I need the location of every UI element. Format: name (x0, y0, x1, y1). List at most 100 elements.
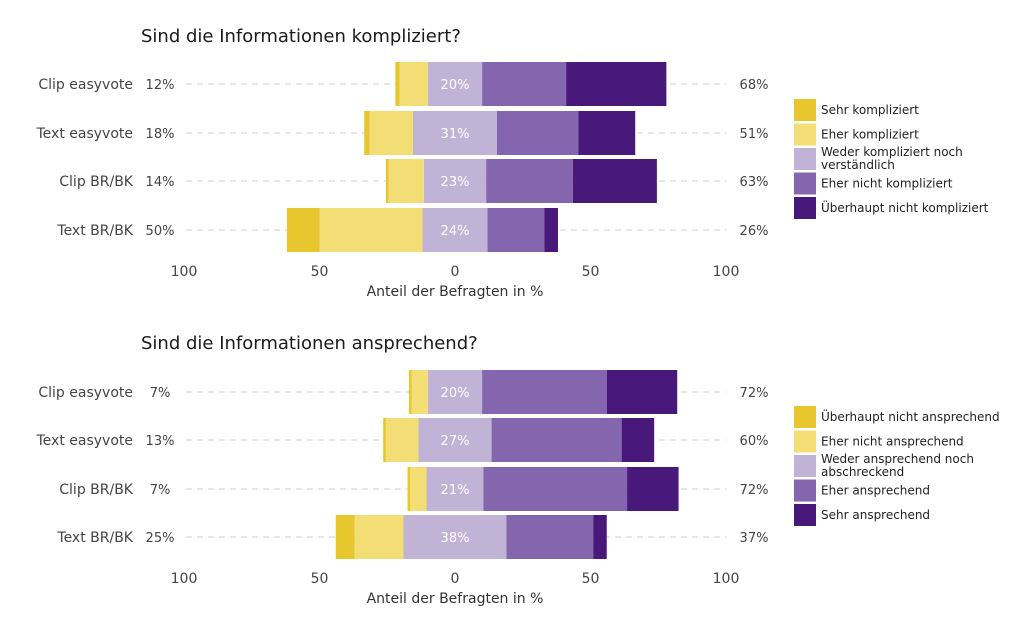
chart1-legend-label-weder-kompliziert-noch-verstaendlich: Weder kompliziert noch verständlich (821, 145, 963, 172)
chart1-bar-text-easyvote-ueberhaupt-nicht-kompliziert (578, 111, 636, 155)
chart2-bar-text-br-bk-eher-ansprechend (506, 515, 594, 559)
chart1-category-label-text-easyvote: Text easyvote (36, 126, 134, 142)
chart2-bar-clip-easyvote-eher-nicht-ansprechend (411, 370, 428, 414)
chart2-bar-clip-br-bk-eher-nicht-ansprechend (410, 467, 427, 511)
chart2-bar-clip-easyvote-sehr-ansprechend (606, 370, 678, 414)
chart2-legend-swatch-weder-ansprechend-noch-abschreckend (794, 455, 816, 477)
chart1-neutral-label-clip-br-bk: 23% (441, 175, 470, 190)
chart2-bar-clip-easyvote-eher-ansprechend (482, 370, 607, 414)
chart2-bar-clip-br-bk-weder-ansprechend-noch-abschreckend (426, 467, 484, 511)
chart1-bar-text-br-bk-ueberhaupt-nicht-kompliziert (544, 208, 558, 252)
chart1-neutral-label-text-easyvote: 31% (441, 127, 470, 142)
chart2-category-label-clip-br-bk: Clip BR/BK (59, 482, 134, 498)
chart1-bar-text-easyvote-eher-kompliziert (369, 111, 413, 155)
chart2-bar-text-easyvote-ueberhaupt-nicht-ansprechend (383, 418, 386, 462)
chart2-bar-text-br-bk-ueberhaupt-nicht-ansprechend (335, 515, 355, 559)
chart1-bar-text-br-bk-eher-kompliziert (319, 208, 423, 252)
chart1-left-total-text-br-bk: 50% (146, 224, 175, 239)
chart2-x-tick-label: 50 (582, 571, 600, 587)
chart1-bar-clip-br-bk-weder-kompliziert-noch-verstaendlich (423, 159, 487, 203)
chart2-legend-label-eher-nicht-ansprechend: Eher nicht ansprechend (821, 435, 964, 449)
chart2-x-tick-label: 0 (451, 571, 460, 587)
chart1-bar-clip-br-bk-sehr-kompliziert (385, 159, 389, 203)
chart1-category-label-clip-br-bk: Clip BR/BK (59, 174, 134, 190)
chart2-right-total-text-easyvote: 60% (740, 434, 769, 449)
chart1-legend-swatch-sehr-kompliziert (794, 99, 816, 121)
chart1-legend-label-sehr-kompliziert: Sehr kompliziert (821, 103, 919, 117)
chart2-legend-label-ueberhaupt-nicht-ansprechend: Überhaupt nicht ansprechend (821, 408, 1000, 424)
chart2-category-label-clip-easyvote: Clip easyvote (38, 385, 133, 401)
chart1-bar-text-br-bk-sehr-kompliziert (286, 208, 320, 252)
chart1-category-label-clip-easyvote: Clip easyvote (38, 77, 133, 93)
chart1-neutral-label-clip-easyvote: 20% (441, 78, 470, 93)
chart1-left-total-clip-br-bk: 14% (146, 175, 175, 190)
chart2-bar-text-easyvote-weder-ansprechend-noch-abschreckend (418, 418, 492, 462)
chart1-bar-text-br-bk-eher-nicht-kompliziert (487, 208, 545, 252)
chart1-legend-label-ueberhaupt-nicht-kompliziert: Überhaupt nicht kompliziert (821, 199, 989, 215)
chart2-bar-clip-br-bk-eher-ansprechend (483, 467, 628, 511)
chart2-right-total-clip-br-bk: 72% (740, 483, 769, 498)
chart1-category-label-text-br-bk: Text BR/BK (56, 223, 133, 239)
chart1-bar-text-easyvote-weder-kompliziert-noch-verstaendlich (412, 111, 498, 155)
chart2-left-total-clip-easyvote: 7% (150, 386, 171, 401)
chart1-right-total-text-br-bk: 26% (740, 224, 769, 239)
chart2-bar-clip-br-bk-ueberhaupt-nicht-ansprechend (407, 467, 411, 511)
chart1-neutral-label-text-br-bk: 24% (441, 224, 470, 239)
chart2-right-total-clip-easyvote: 72% (740, 386, 769, 401)
chart1-left-total-clip-easyvote: 12% (146, 78, 175, 93)
chart2-x-tick-label: 50 (311, 571, 329, 587)
chart1-bar-clip-easyvote-weder-kompliziert-noch-verstaendlich (427, 62, 483, 106)
chart2-bar-text-br-bk-eher-nicht-ansprechend (354, 515, 404, 559)
chart2-bar-text-easyvote-eher-ansprechend (491, 418, 622, 462)
chart1-legend-label-eher-kompliziert: Eher kompliziert (821, 128, 919, 142)
chart1-x-tick-label: 50 (311, 264, 329, 280)
chart2-bar-clip-easyvote-weder-ansprechend-noch-abschreckend (427, 370, 483, 414)
chart2-neutral-label-clip-easyvote: 20% (441, 386, 470, 401)
chart1-x-tick-label: 100 (171, 264, 198, 280)
chart2-title: Sind die Informationen ansprechend? (141, 333, 478, 354)
chart1-legend-swatch-ueberhaupt-nicht-kompliziert (794, 197, 816, 219)
chart2-bar-text-br-bk-sehr-ansprechend (593, 515, 607, 559)
chart1-x-tick-label: 100 (713, 264, 740, 280)
chart1-legend-swatch-eher-kompliziert (794, 123, 816, 146)
chart1-bar-clip-br-bk-ueberhaupt-nicht-kompliziert (572, 159, 657, 203)
chart2-neutral-label-text-easyvote: 27% (441, 434, 470, 449)
chart1-bar-text-easyvote-eher-nicht-kompliziert (497, 111, 579, 155)
chart2-x-axis-title: Anteil der Befragten in % (367, 591, 544, 607)
chart2-legend-swatch-eher-nicht-ansprechend (794, 430, 816, 453)
chart1-bar-text-br-bk-weder-kompliziert-noch-verstaendlich (422, 208, 488, 252)
chart2-bar-text-br-bk-weder-ansprechend-noch-abschreckend (403, 515, 507, 559)
chart2-category-label-text-br-bk: Text BR/BK (56, 530, 133, 546)
chart2-x-tick-label: 100 (171, 571, 198, 587)
chart2-bar-clip-br-bk-sehr-ansprechend (627, 467, 679, 511)
chart2-legend-label-sehr-ansprechend: Sehr ansprechend (821, 508, 930, 522)
chart2-x-tick-label: 100 (713, 571, 740, 587)
chart1-legend-swatch-weder-kompliziert-noch-verstaendlich (794, 148, 816, 170)
chart1-right-total-clip-easyvote: 68% (740, 78, 769, 93)
chart2-right-total-text-br-bk: 37% (740, 531, 769, 546)
chart1-right-total-text-easyvote: 51% (740, 127, 769, 142)
chart1-right-total-clip-br-bk: 63% (740, 175, 769, 190)
chart1-x-axis-title: Anteil der Befragten in % (367, 284, 544, 300)
chart1-bar-clip-easyvote-ueberhaupt-nicht-kompliziert (566, 62, 667, 106)
chart2-legend-swatch-sehr-ansprechend (794, 504, 816, 526)
chart2-left-total-clip-br-bk: 7% (150, 483, 171, 498)
chart1-bar-clip-br-bk-eher-kompliziert (388, 159, 424, 203)
chart1-title: Sind die Informationen kompliziert? (141, 26, 461, 47)
chart1-legend-label-eher-nicht-kompliziert: Eher nicht kompliziert (821, 177, 953, 191)
chart1-bar-clip-easyvote-eher-kompliziert (399, 62, 428, 106)
chart2-neutral-label-clip-br-bk: 21% (441, 483, 470, 498)
chart1-x-tick-label: 0 (451, 264, 460, 280)
chart2-category-label-text-easyvote: Text easyvote (36, 433, 134, 449)
chart1-bar-text-easyvote-sehr-kompliziert (364, 111, 370, 155)
chart2-left-total-text-easyvote: 13% (146, 434, 175, 449)
chart2-legend-swatch-ueberhaupt-nicht-ansprechend (794, 406, 816, 428)
chart1-x-tick-label: 50 (582, 264, 600, 280)
chart1-bar-clip-easyvote-sehr-kompliziert (395, 62, 400, 106)
chart1-bar-clip-easyvote-eher-nicht-kompliziert (482, 62, 567, 106)
chart2-bar-text-easyvote-sehr-ansprechend (621, 418, 655, 462)
chart2-bar-clip-easyvote-ueberhaupt-nicht-ansprechend (408, 370, 412, 414)
chart1-legend-swatch-eher-nicht-kompliziert (794, 172, 816, 195)
chart2-legend-label-eher-ansprechend: Eher ansprechend (821, 484, 930, 498)
